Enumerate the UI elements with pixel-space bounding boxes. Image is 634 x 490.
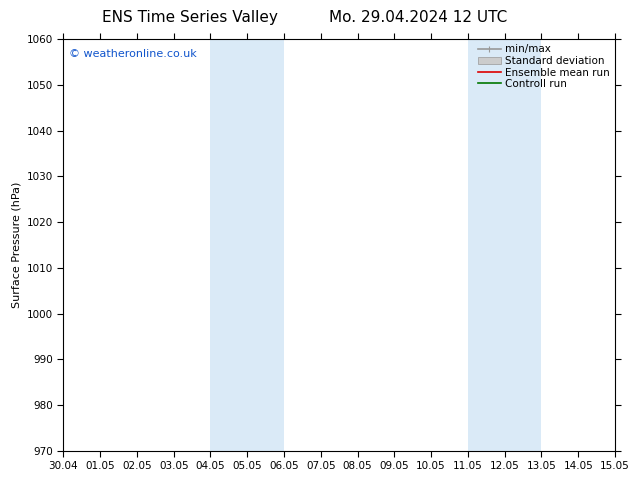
Bar [468, 39, 541, 451]
Text: © weatheronline.co.uk: © weatheronline.co.uk [69, 49, 197, 59]
Legend: min/max, Standard deviation, Ensemble mean run, Controll run: min/max, Standard deviation, Ensemble me… [476, 42, 612, 91]
Bar [210, 39, 284, 451]
Text: ENS Time Series Valley: ENS Time Series Valley [102, 10, 278, 25]
Y-axis label: Surface Pressure (hPa): Surface Pressure (hPa) [11, 182, 21, 308]
Text: Mo. 29.04.2024 12 UTC: Mo. 29.04.2024 12 UTC [329, 10, 508, 25]
